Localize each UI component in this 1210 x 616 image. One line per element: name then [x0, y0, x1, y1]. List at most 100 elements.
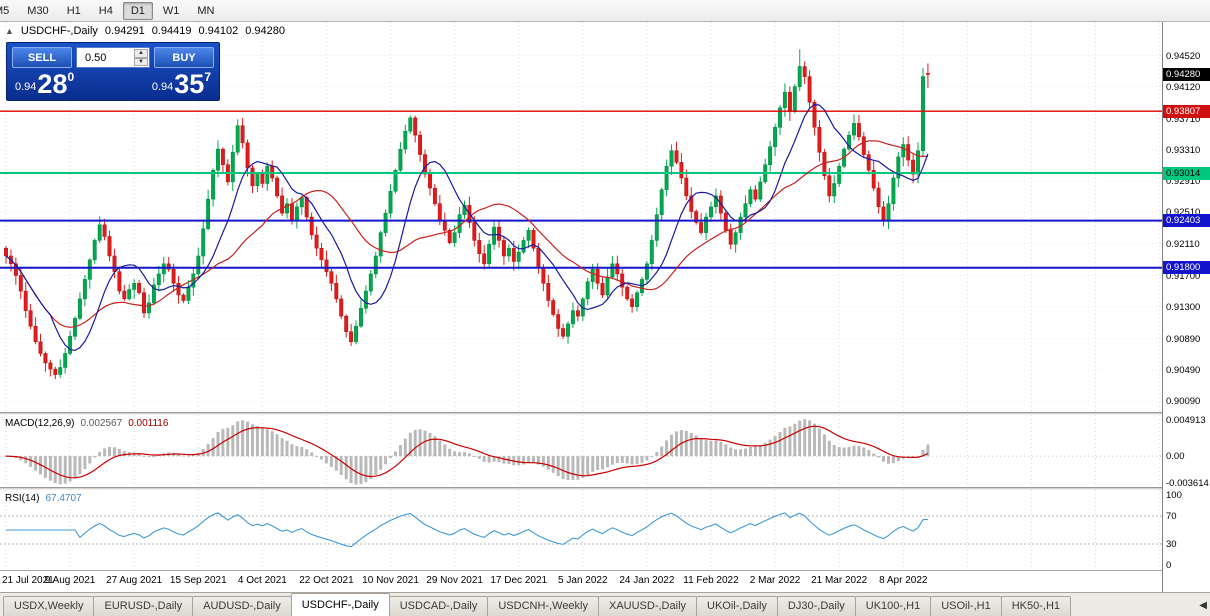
tab-ukoil-daily[interactable]: UKOil-,Daily — [696, 596, 778, 616]
price-badge: 0.91800 — [1163, 261, 1210, 275]
price-tick: 0.92110 — [1166, 238, 1200, 250]
ohlc-low: 0.94102 — [198, 25, 239, 37]
macd-value-main: 0.002567 — [80, 418, 123, 429]
price-tick: 0.92910 — [1166, 176, 1201, 188]
price-tick: 0.94120 — [1166, 81, 1201, 93]
price-tick: 0.90890 — [1166, 333, 1201, 345]
price-tick: 0.91700 — [1166, 270, 1201, 282]
buy-price-prefix: 0.94 — [151, 81, 174, 93]
date-label: 22 Oct 2021 — [299, 575, 354, 586]
price-tick: 0.91300 — [1166, 301, 1201, 313]
date-label: 5 Jan 2022 — [558, 575, 608, 586]
timeframe-button-w1[interactable]: W1 — [155, 2, 188, 20]
pane-separator[interactable] — [0, 412, 1162, 415]
lot-size-field[interactable]: 0.50 ▲ ▼ — [76, 47, 150, 68]
tabs-scroll-left-icon[interactable]: ◀ — [1199, 600, 1207, 611]
timeframe-button-d1[interactable]: D1 — [122, 1, 153, 20]
buy-price-sup: 7 — [204, 70, 211, 84]
macd-tick: 0.004913 — [1166, 415, 1206, 427]
tab-dj30-daily[interactable]: DJ30-,Daily — [776, 596, 856, 616]
rsi-title: RSI(14) — [5, 493, 40, 504]
date-label: 21 Mar 2022 — [811, 575, 868, 586]
tab-usdcad-daily[interactable]: USDCAD-,Daily — [388, 596, 489, 616]
chart-info-line: ▲ USDCHF-,Daily 0.94291 0.94419 0.94102 … — [5, 25, 285, 37]
price-badge: 0.93014 — [1163, 166, 1210, 180]
date-label: 8 Apr 2022 — [879, 575, 928, 586]
price-tick: 0.90490 — [1166, 364, 1201, 376]
symbol-period-label: USDCHF-,Daily — [20, 25, 98, 37]
timeframe-toolbar: M5M30H1H4D1W1MN — [0, 0, 1210, 22]
price-badge: 0.94280 — [1163, 67, 1210, 81]
sell-button[interactable]: SELL — [12, 47, 72, 68]
one-click-collapse-icon[interactable]: ▲ — [5, 26, 14, 36]
lot-increase-icon[interactable]: ▲ — [134, 49, 148, 58]
chart-region: ▲ USDCHF-,Daily 0.94291 0.94419 0.94102 … — [0, 22, 1210, 592]
tab-usoil-h1[interactable]: USOil-,H1 — [930, 596, 1002, 616]
timeframe-button-m5[interactable]: M5 — [0, 2, 17, 20]
rsi-tick: 70 — [1166, 511, 1177, 522]
tab-xauusd-daily[interactable]: XAUUSD-,Daily — [598, 596, 698, 616]
price-tick: 0.93710 — [1166, 113, 1201, 125]
date-label: 24 Jan 2022 — [619, 575, 675, 586]
timeframe-button-h1[interactable]: H1 — [59, 2, 89, 20]
chart-panes: ▲ USDCHF-,Daily 0.94291 0.94419 0.94102 … — [0, 22, 1162, 592]
ohlc-high: 0.94419 — [151, 25, 192, 37]
buy-price: 0.94 35 7 — [151, 69, 211, 99]
price-tick: 0.94520 — [1166, 50, 1201, 62]
rsi-tick: 30 — [1166, 539, 1177, 550]
date-label: 21 Jul 2021 — [2, 575, 54, 586]
tab-usdcnh-weekly[interactable]: USDCNH-,Weekly — [487, 596, 599, 616]
price-tick: 0.90090 — [1166, 396, 1201, 408]
macd-value-signal: 0.001116 — [128, 418, 169, 429]
macd-tick: -0.003614 — [1166, 477, 1209, 489]
tab-usdchf-daily[interactable]: USDCHF-,Daily — [290, 593, 390, 616]
tab-uk100-h1[interactable]: UK100-,H1 — [854, 596, 932, 616]
date-label: 27 Aug 2021 — [106, 575, 163, 586]
buy-price-big: 35 — [174, 69, 205, 99]
lot-decrease-icon[interactable]: ▼ — [134, 57, 148, 66]
pane-separator[interactable] — [0, 487, 1162, 490]
date-label: 17 Dec 2021 — [490, 575, 548, 586]
timeframe-button-h4[interactable]: H4 — [91, 2, 121, 20]
price-tick: 0.93310 — [1166, 144, 1201, 156]
price-badge: 0.92403 — [1163, 214, 1210, 228]
lot-size-value: 0.50 — [85, 51, 107, 64]
macd-label: MACD(12,26,9) 0.002567 0.001116 — [5, 418, 168, 429]
tab-audusd-daily[interactable]: AUDUSD-,Daily — [192, 596, 292, 616]
sell-price-prefix: 0.94 — [15, 81, 37, 93]
rsi-value: 67.4707 — [45, 493, 82, 504]
date-label: 15 Sep 2021 — [169, 575, 227, 586]
one-click-trading-panel: SELL 0.50 ▲ ▼ BUY 0.94 — [6, 42, 220, 101]
rsi-tick: 0 — [1166, 560, 1172, 571]
macd-canvas[interactable] — [0, 415, 1162, 487]
price-axis[interactable]: 0.94520 0.94120 0.93710 0.93310 0.92910 0.925… — [1162, 22, 1210, 592]
timeframe-button-m30[interactable]: M30 — [19, 2, 56, 20]
date-label: 2 Mar 2022 — [749, 575, 801, 586]
ohlc-close: 0.94280 — [245, 25, 285, 37]
time-axis: 21 Jul 2021 9 Aug 2021 27 Aug 2021 15 Sep 2… — [0, 570, 1162, 592]
date-label: 9 Aug 2021 — [44, 575, 96, 586]
timeframe-button-mn[interactable]: MN — [189, 2, 222, 20]
tab-eurusd-daily[interactable]: EURUSD-,Daily — [93, 596, 194, 616]
main-chart-canvas[interactable] — [0, 22, 1162, 412]
macd-pane[interactable]: MACD(12,26,9) 0.002567 0.001116 — [0, 415, 1162, 487]
sell-price-sup: 0 — [67, 70, 75, 84]
date-label: 29 Nov 2021 — [426, 575, 483, 586]
buy-button[interactable]: BUY — [154, 47, 214, 68]
macd-tick: 0.00 — [1166, 451, 1185, 463]
sell-price: 0.94 28 0 — [15, 69, 75, 99]
price-badge: 0.93807 — [1163, 104, 1210, 118]
sell-price-big: 28 — [37, 69, 68, 99]
date-label: 10 Nov 2021 — [362, 575, 419, 586]
main-chart-pane[interactable]: ▲ USDCHF-,Daily 0.94291 0.94419 0.94102 … — [0, 22, 1162, 412]
rsi-pane[interactable]: RSI(14) 67.4707 — [0, 490, 1162, 570]
rsi-label: RSI(14) 67.4707 — [5, 493, 82, 504]
tab-hk50-h1[interactable]: HK50-,H1 — [1000, 596, 1072, 616]
macd-title: MACD(12,26,9) — [5, 418, 75, 429]
tab-usdx-weekly[interactable]: USDX,Weekly — [3, 596, 95, 616]
price-tick: 0.92510 — [1166, 207, 1201, 219]
rsi-canvas[interactable] — [0, 490, 1162, 570]
lot-spinner: ▲ ▼ — [134, 49, 148, 66]
rsi-tick: 100 — [1166, 490, 1182, 501]
